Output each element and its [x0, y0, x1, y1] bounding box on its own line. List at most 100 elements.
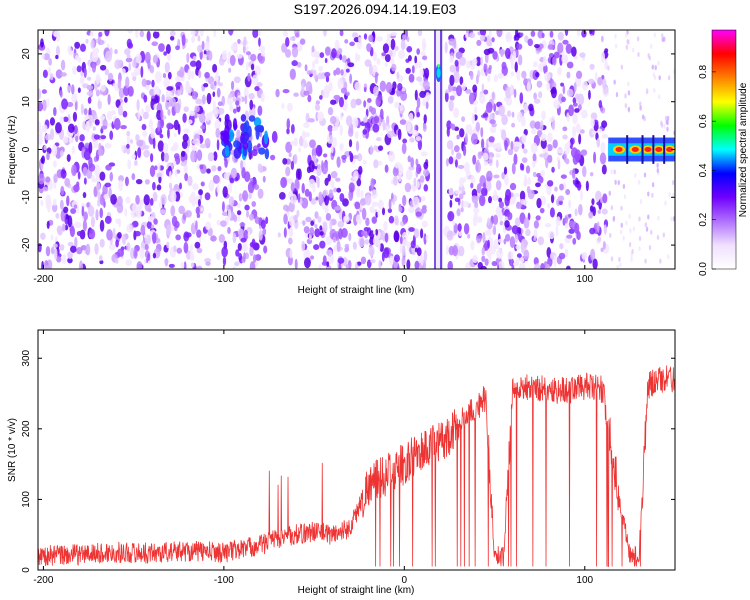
heatmap-speckle [373, 86, 379, 97]
heatmap-speckle [345, 68, 350, 73]
heatmap-speckle [216, 219, 221, 226]
heatmap-speckle [80, 245, 87, 251]
heatmap-speckle [181, 140, 188, 149]
heatmap-speckle [170, 35, 175, 41]
heatmap-speckle [465, 88, 472, 94]
heatmap-speckle [187, 68, 192, 81]
heatmap-speckle [149, 198, 154, 206]
heatmap-speckle [203, 82, 209, 88]
heatmap-speckle [392, 81, 397, 90]
heatmap-speckle [411, 65, 415, 74]
heatmap-speckle [124, 48, 131, 56]
heatmap-speckle [576, 30, 581, 38]
heatmap-speckle [596, 221, 600, 234]
heatmap-speckle [212, 100, 216, 111]
heatmap-speckle [562, 134, 568, 140]
heatmap-speckle [197, 198, 201, 207]
heatmap-speckle [249, 99, 254, 110]
heatmap-speckle [314, 228, 321, 238]
heatmap-speckle [90, 216, 95, 228]
y-tick-label: 100 [21, 491, 32, 508]
heatmap-speckle [314, 224, 318, 229]
heatmap-speckle [109, 171, 114, 182]
heatmap-speckle [516, 253, 522, 258]
heatmap-speckle [221, 246, 228, 258]
snr-y-ticks: 0 100 200 300 [21, 349, 675, 573]
heatmap-speckle [217, 165, 222, 172]
heatmap-speckle [341, 154, 347, 160]
heatmap-speckle [579, 129, 585, 134]
heatmap-speckle [558, 252, 566, 260]
heatmap-speckle [199, 164, 204, 170]
heatmap-speckle [174, 169, 178, 177]
heatmap-speckle [452, 245, 459, 257]
heatmap-speckle [208, 212, 212, 219]
heatmap-speckle [483, 63, 488, 70]
heatmap-speckle [550, 194, 555, 204]
heatmap-speckle [539, 207, 545, 214]
heatmap-speckle [329, 219, 333, 231]
heatmap-speckle [227, 208, 232, 220]
heatmap-speckle [217, 79, 221, 86]
heatmap-speckle [446, 140, 454, 150]
heatmap-speckle [498, 197, 503, 203]
heatmap-speckle [318, 263, 322, 269]
heatmap-speckle [553, 51, 560, 59]
heatmap-speckle [260, 92, 265, 103]
heatmap-speckle [533, 61, 538, 68]
heatmap-speckle [286, 118, 291, 130]
heatmap-speckle [200, 207, 204, 212]
heatmap-speckle [375, 137, 382, 142]
heatmap-speckle [301, 130, 307, 140]
heatmap-speckle [49, 117, 56, 126]
heatmap-speckle [227, 57, 230, 65]
heatmap-speckle [60, 185, 65, 196]
heatmap-speckle [451, 86, 458, 91]
colorbar-tick-label: 0.0 [698, 262, 709, 276]
heatmap-speckle [534, 121, 542, 130]
heatmap-speckle [405, 169, 413, 181]
heatmap-speckle [215, 128, 220, 139]
heatmap-speckle [535, 182, 541, 188]
heatmap-speckle [212, 91, 216, 98]
heatmap-speckle [670, 216, 673, 222]
heatmap-speckle [85, 243, 91, 256]
heatmap-speckle [415, 158, 419, 166]
heatmap-speckle [585, 180, 589, 192]
heatmap-speckle [505, 233, 511, 242]
heatmap-speckle [38, 102, 44, 112]
heatmap-speckle [520, 32, 524, 37]
heatmap-speckle [601, 164, 607, 175]
heatmap-speckle [50, 234, 54, 241]
heatmap-speckle [88, 141, 93, 154]
heatmap-speckle [626, 39, 629, 45]
heatmap-speckle [228, 196, 235, 207]
heatmap-speckle [575, 70, 583, 80]
heatmap-speckle [242, 243, 248, 253]
heatmap-speckle [167, 109, 171, 116]
heatmap-speckle [608, 190, 611, 196]
heatmap-speckle [475, 161, 482, 173]
heatmap-speckle [624, 93, 627, 99]
heatmap-speckle [372, 51, 377, 62]
heatmap-speckle [132, 59, 137, 68]
heatmap-speckle [254, 85, 260, 92]
heatmap-speckle [82, 166, 88, 177]
heatmap-cluster-blob [264, 148, 270, 160]
heatmap-speckle [448, 187, 454, 196]
heatmap-speckle [358, 236, 365, 248]
heatmap-speckle [415, 211, 422, 217]
heatmap-speckle [339, 192, 345, 202]
heatmap-speckle [257, 163, 262, 173]
heatmap-speckle [72, 66, 77, 75]
heatmap-speckle [590, 118, 595, 128]
heatmap-speckle [449, 64, 457, 73]
heatmap-speckle [575, 123, 581, 134]
heatmap-speckle [533, 263, 541, 269]
heatmap-speckle [491, 91, 495, 101]
heatmap-speckle [560, 174, 567, 179]
heatmap-speckle [217, 107, 225, 115]
heatmap-speckle [45, 199, 52, 210]
heatmap-speckle [511, 111, 515, 118]
heatmap-speckle [399, 105, 403, 112]
